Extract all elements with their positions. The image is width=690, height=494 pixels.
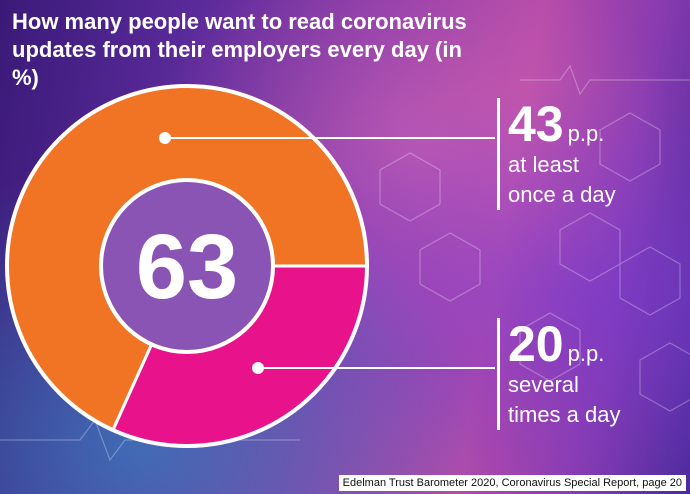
slice-2-desc-line-2: times a day [508,402,621,427]
source-note: Edelman Trust Barometer 2020, Coronaviru… [338,475,686,491]
donut-center-label: 63 [136,216,238,318]
annotation-slice-1: 43 p.p. at least once a day [497,98,616,210]
leader-dot-2 [252,362,264,374]
slice-1-unit: p.p. [567,121,605,146]
donut-outer-rim [5,84,369,448]
chart-title: How many people want to read coronavirus… [12,9,467,90]
annotation-slice-2: 20 p.p. several times a day [497,318,621,430]
donut-center [99,178,275,354]
leader-dot-1 [159,132,171,144]
slice-2-value-label: 20 [508,316,564,372]
slice-2-desc-line-1: several [508,372,579,397]
slice-2-unit: p.p. [567,341,605,366]
slice-1-desc-line-2: once a day [508,182,616,207]
slice-1-desc-line-1: at least [508,152,579,177]
slice-1-value-label: 43 [508,96,564,152]
